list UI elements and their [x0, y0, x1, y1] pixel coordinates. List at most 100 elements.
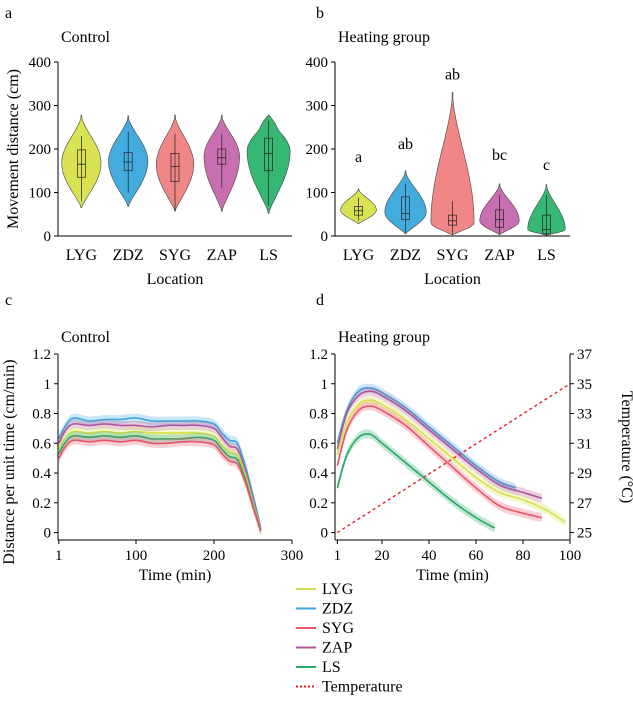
panel-letter: a — [5, 5, 12, 22]
legend: LYG ZDZ SYG ZAP LS Temperature — [296, 581, 403, 696]
series-line-LS — [336, 433, 496, 529]
legend-label-ZAP: ZAP — [322, 640, 352, 657]
x-tick-label-ZAP: ZAP — [207, 247, 237, 264]
y-tick-label: 300 — [29, 99, 52, 115]
x-tick-label-LS: LS — [537, 247, 556, 264]
panel-title: Heating group — [338, 29, 430, 46]
y2-tick-label: 37 — [577, 347, 593, 363]
box-SYG — [170, 153, 180, 182]
sig-letter-LS: c — [543, 157, 550, 174]
x-tick-label: 100 — [125, 548, 148, 564]
legend-label-LYG: LYG — [322, 581, 354, 598]
y-tick-label: 0.8 — [32, 407, 51, 423]
y-tick-label: 1.2 — [32, 347, 51, 363]
x-tick-label-LYG: LYG — [66, 247, 98, 264]
y-tick-label: 100 — [306, 186, 329, 202]
x-axis-label: Location — [147, 271, 204, 288]
series-line-ZDZ — [336, 387, 517, 489]
panel-title: Control — [61, 329, 110, 346]
box-SYG — [448, 214, 457, 226]
series-line-ZAP — [336, 390, 543, 500]
x-tick-label: 300 — [281, 548, 304, 564]
series-line-SYG — [58, 439, 262, 532]
x-tick-label: 40 — [422, 548, 437, 564]
y-tick-label: 0.8 — [309, 407, 328, 423]
y-tick-label: 200 — [306, 142, 329, 158]
y2-tick-label: 29 — [577, 466, 592, 482]
series-line-ZAP — [58, 422, 262, 530]
panel-a: a Control LYG ZDZ SYG ZAP LS 0 100 200 300 400 Locat… — [5, 5, 292, 288]
series-line-ZDZ — [58, 417, 262, 529]
legend-label-ZDZ: ZDZ — [322, 601, 353, 618]
x-tick-label-SYG: SYG — [159, 247, 191, 264]
y2-tick-label: 31 — [577, 436, 592, 452]
y2-tick-label: 27 — [577, 496, 593, 512]
box-LS — [542, 214, 551, 235]
y-tick-label: 400 — [29, 55, 52, 71]
y2-tick-label: 35 — [577, 377, 592, 393]
x-tick-label: 1 — [334, 548, 342, 564]
x-tick-label: 100 — [559, 548, 582, 564]
y-tick-label: 0.4 — [309, 466, 328, 482]
y-tick-label: 0 — [44, 526, 52, 542]
x-tick-label-ZDZ: ZDZ — [390, 247, 421, 264]
y-tick-label: 0.2 — [32, 496, 51, 512]
x-tick-label-LS: LS — [259, 247, 278, 264]
x-tick-label: 80 — [516, 548, 531, 564]
y-tick-label: 300 — [306, 99, 329, 115]
panel-letter: b — [316, 5, 324, 22]
ci-band-LS — [337, 429, 495, 533]
box-LS — [264, 137, 273, 172]
temperature-line — [336, 383, 571, 534]
panel-title: Control — [61, 29, 110, 46]
y-tick-label: 0 — [321, 229, 329, 245]
x-axis-label: Location — [424, 271, 481, 288]
box-ZAP — [495, 209, 504, 228]
sig-letter-SYG: ab — [445, 66, 460, 83]
y-tick-label: 1.2 — [309, 347, 328, 363]
ci-band-SYG — [337, 401, 542, 523]
panel-letter: c — [5, 292, 12, 309]
legend-label-SYG: SYG — [322, 620, 354, 637]
y-axis-label: Movement distance (cm) — [5, 69, 22, 229]
x-tick-label: 20 — [375, 548, 390, 564]
panel-c: c Control 0 0.2 0.4 0.6 0.8 1 1.2 1 100 200 300 Time … — [1, 292, 303, 584]
y-tick-label: 1 — [44, 377, 52, 393]
x-axis-label: Time (min) — [416, 567, 489, 584]
x-tick-label: 1 — [55, 548, 63, 564]
legend-label-LS: LS — [322, 659, 341, 676]
y-tick-label: 100 — [29, 186, 52, 202]
y2-tick-label: 25 — [577, 526, 592, 542]
x-tick-label-ZDZ: ZDZ — [113, 247, 144, 264]
x-axis-label: Time (min) — [139, 567, 212, 584]
sig-letter-ZAP: bc — [492, 147, 507, 164]
violin-SYG — [430, 92, 475, 235]
x-tick-label-SYG: SYG — [436, 247, 468, 264]
y-axis-label: Distance per unit time (cm/min) — [1, 359, 18, 564]
y-tick-label: 0 — [321, 526, 329, 542]
box-ZDZ — [401, 196, 410, 220]
y2-axis-label: Temperature (°C) — [618, 391, 633, 503]
y-tick-label: 0.4 — [32, 466, 51, 482]
y-tick-label: 0.2 — [309, 496, 328, 512]
box-LYG — [77, 149, 86, 178]
x-tick-label: 60 — [469, 548, 484, 564]
x-tick-label-ZAP: ZAP — [484, 247, 514, 264]
y-tick-label: 1 — [321, 377, 329, 393]
y-tick-label: 0.6 — [32, 436, 51, 452]
legend-label-Temperature: Temperature — [322, 679, 403, 696]
panel-title: Heating group — [338, 329, 430, 346]
box-ZDZ — [123, 152, 133, 172]
x-tick-label-LYG: LYG — [343, 247, 375, 264]
box-ZAP — [217, 148, 227, 165]
y-tick-label: 0 — [44, 229, 52, 245]
y-tick-label: 400 — [306, 55, 329, 71]
y-tick-label: 200 — [29, 142, 52, 158]
series-line-LYG — [58, 430, 262, 530]
sig-letter-LYG: a — [355, 149, 362, 166]
panel-letter: d — [316, 292, 324, 309]
x-tick-label: 200 — [203, 548, 226, 564]
y-tick-label: 0.6 — [309, 436, 328, 452]
y2-tick-label: 33 — [577, 407, 592, 423]
